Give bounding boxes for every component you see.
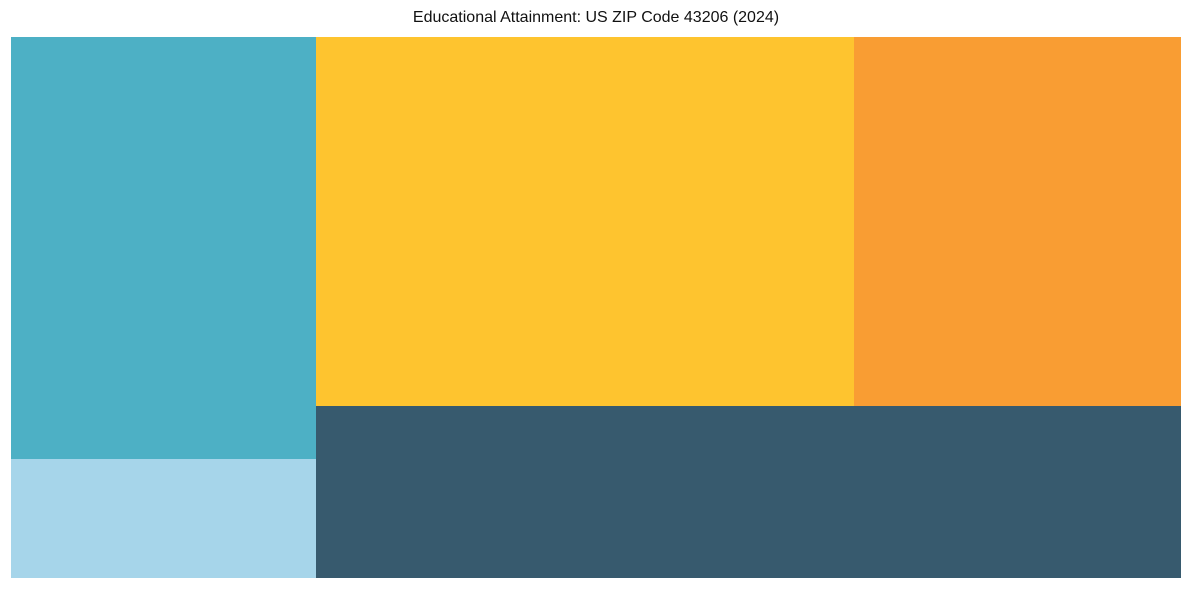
treemap-tile-teal-tile [11,37,316,459]
chart-title: Educational Attainment: US ZIP Code 4320… [412,9,780,26]
treemap-tile-yellow-tile [316,37,854,406]
treemap-tile-dark-slate-tile [316,406,1181,578]
treemap-tile-orange-tile [854,37,1181,406]
treemap-tile-light-blue-tile [11,459,316,578]
treemap [11,37,1181,578]
